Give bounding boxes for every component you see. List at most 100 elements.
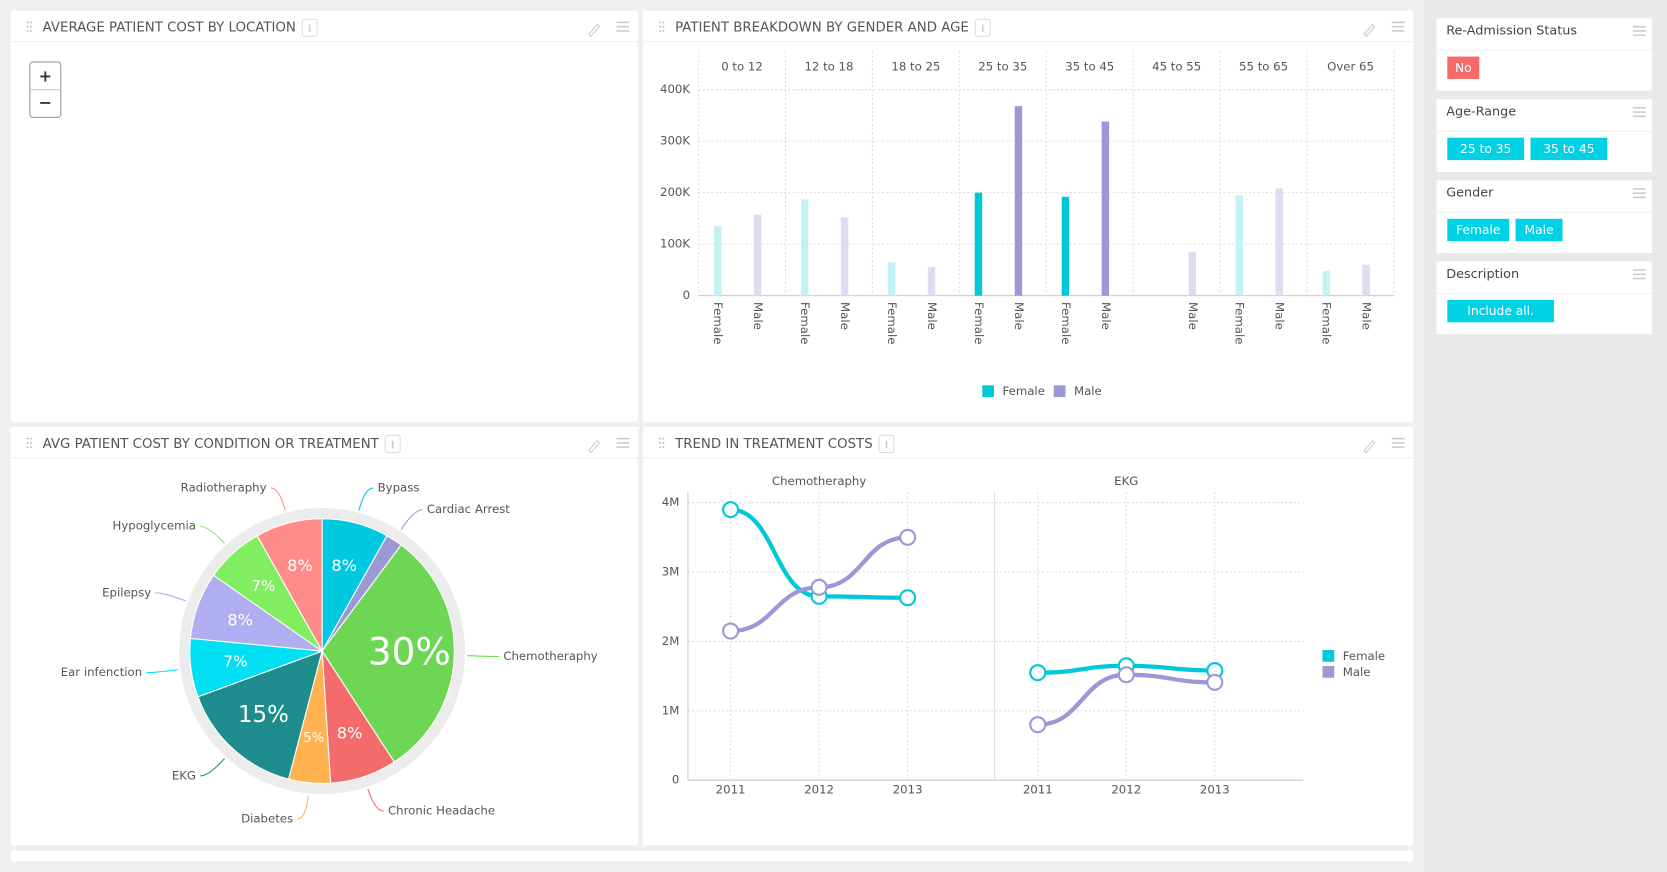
bar xyxy=(927,267,936,296)
slice-name-label: Hypoglycemia xyxy=(113,519,196,533)
drag-handle-dot xyxy=(26,21,29,24)
legend-label[interactable]: Female xyxy=(1003,384,1045,398)
leader-line xyxy=(400,509,423,530)
filter-chip-label[interactable]: Male xyxy=(1525,223,1554,237)
slice-name-label: Radiotheraphy xyxy=(181,480,267,494)
filter-chip[interactable] xyxy=(1530,137,1608,161)
legend-label[interactable]: Male xyxy=(1343,665,1371,679)
category-label: 18 to 25 xyxy=(891,60,940,74)
edit-icon[interactable] xyxy=(587,440,601,454)
panel-title: AVG PATIENT COST BY CONDITION OR TREATME… xyxy=(43,437,380,452)
drag-handle-dot xyxy=(662,441,665,444)
trend-point[interactable] xyxy=(1117,666,1135,684)
panel xyxy=(643,10,1414,422)
trend-point[interactable] xyxy=(1029,664,1047,682)
pie-slice xyxy=(321,544,455,763)
filter-title: Re-Admission Status xyxy=(1446,23,1577,38)
slice-value-label: 8% xyxy=(287,556,313,575)
bar xyxy=(1322,270,1330,296)
slice-value-label: 8% xyxy=(337,723,363,742)
drag-handle-dot xyxy=(662,25,665,28)
facet-title: EKG xyxy=(1114,474,1138,488)
bar-axis-label: Male xyxy=(925,302,939,330)
y-tick-label: 1M xyxy=(662,703,680,717)
leader-line xyxy=(367,788,384,812)
drag-handle-dot xyxy=(662,21,665,24)
filter-chip[interactable] xyxy=(1447,137,1525,161)
legend-label[interactable]: Female xyxy=(1343,649,1385,663)
bar-axis-label: Male xyxy=(751,302,765,330)
info-button[interactable] xyxy=(301,18,318,37)
leader-line xyxy=(200,525,225,544)
drag-handle-dot xyxy=(659,29,662,32)
trend-point[interactable] xyxy=(810,578,828,596)
bar-axis-label: Male xyxy=(838,302,852,330)
trend-point[interactable] xyxy=(899,589,917,607)
drag-handle-dot xyxy=(29,437,32,440)
x-tick-label: 2011 xyxy=(1023,782,1053,796)
panel-title: TREND IN TREATMENT COSTS xyxy=(674,437,873,452)
filter-chip[interactable] xyxy=(1447,56,1480,79)
slice-value-label: 8% xyxy=(331,556,357,575)
leader-line xyxy=(155,592,187,602)
filter-title: Age-Range xyxy=(1446,105,1516,120)
info-button[interactable] xyxy=(384,434,401,454)
trend-point[interactable] xyxy=(899,528,917,546)
edit-icon[interactable] xyxy=(587,23,601,38)
drag-handle-dot xyxy=(26,437,29,440)
leader-line xyxy=(270,487,286,511)
x-tick-label: 2012 xyxy=(804,782,834,796)
filter-chip-label[interactable]: 35 to 45 xyxy=(1543,142,1594,156)
filter-chip[interactable] xyxy=(1447,299,1554,323)
y-tick-label: 200K xyxy=(660,185,690,199)
legend-label[interactable]: Male xyxy=(1074,384,1102,398)
bar xyxy=(1235,195,1243,296)
bar-axis-label: Female xyxy=(798,302,812,344)
category-label: 25 to 35 xyxy=(978,60,1027,74)
filter-chip-label[interactable]: No xyxy=(1455,61,1472,75)
pie-slice xyxy=(256,518,323,654)
drag-handle-dot xyxy=(26,446,29,449)
slice-value-label: 5% xyxy=(303,731,324,746)
filter-chip-label[interactable]: Female xyxy=(1456,223,1500,237)
bar-axis-label: Male xyxy=(1099,302,1113,330)
filter-chip-label[interactable]: Include all. xyxy=(1467,304,1534,318)
bar-axis-label: Female xyxy=(1320,302,1334,344)
slice-value-label: 7% xyxy=(223,653,247,671)
x-tick-label: 2013 xyxy=(1200,782,1230,796)
slice-name-label: Bypass xyxy=(378,480,420,494)
legend-swatch xyxy=(1053,385,1066,398)
bar-axis-label: Female xyxy=(885,302,899,344)
filter-chip[interactable] xyxy=(1447,218,1510,242)
trend-point[interactable] xyxy=(1206,673,1224,691)
y-tick-label: 400K xyxy=(660,82,690,96)
x-tick-label: 2012 xyxy=(1111,782,1141,796)
info-button[interactable] xyxy=(974,18,991,37)
category-label: 0 to 12 xyxy=(721,60,763,74)
bar-axis-label: Female xyxy=(711,302,725,344)
panel-title: AVERAGE PATIENT COST BY LOCATION xyxy=(43,21,296,36)
trend-point[interactable] xyxy=(722,501,740,519)
filter-chip-label[interactable]: 25 to 35 xyxy=(1460,142,1511,156)
edit-icon[interactable] xyxy=(1363,440,1376,454)
info-button[interactable] xyxy=(878,434,895,454)
zoom-button[interactable]: + xyxy=(39,66,52,85)
filter-chip[interactable] xyxy=(1515,218,1563,242)
trend-point[interactable] xyxy=(1029,716,1047,734)
legend-swatch xyxy=(1322,666,1335,678)
category-label: Over 65 xyxy=(1327,60,1374,74)
x-tick-label: 2011 xyxy=(716,782,746,796)
edit-icon[interactable] xyxy=(1363,23,1376,38)
trend-point[interactable] xyxy=(722,622,740,640)
bar xyxy=(1014,106,1023,296)
trend-line xyxy=(730,507,908,600)
drag-handle-dot xyxy=(659,446,662,449)
zoom-button[interactable]: − xyxy=(39,93,52,112)
facet-title: Chemotheraphy xyxy=(772,474,866,488)
panel-title: PATIENT BREAKDOWN BY GENDER AND AGE xyxy=(675,21,969,36)
slice-name-label: Chronic Headache xyxy=(388,804,495,818)
bar xyxy=(974,192,983,296)
bar xyxy=(753,214,762,296)
